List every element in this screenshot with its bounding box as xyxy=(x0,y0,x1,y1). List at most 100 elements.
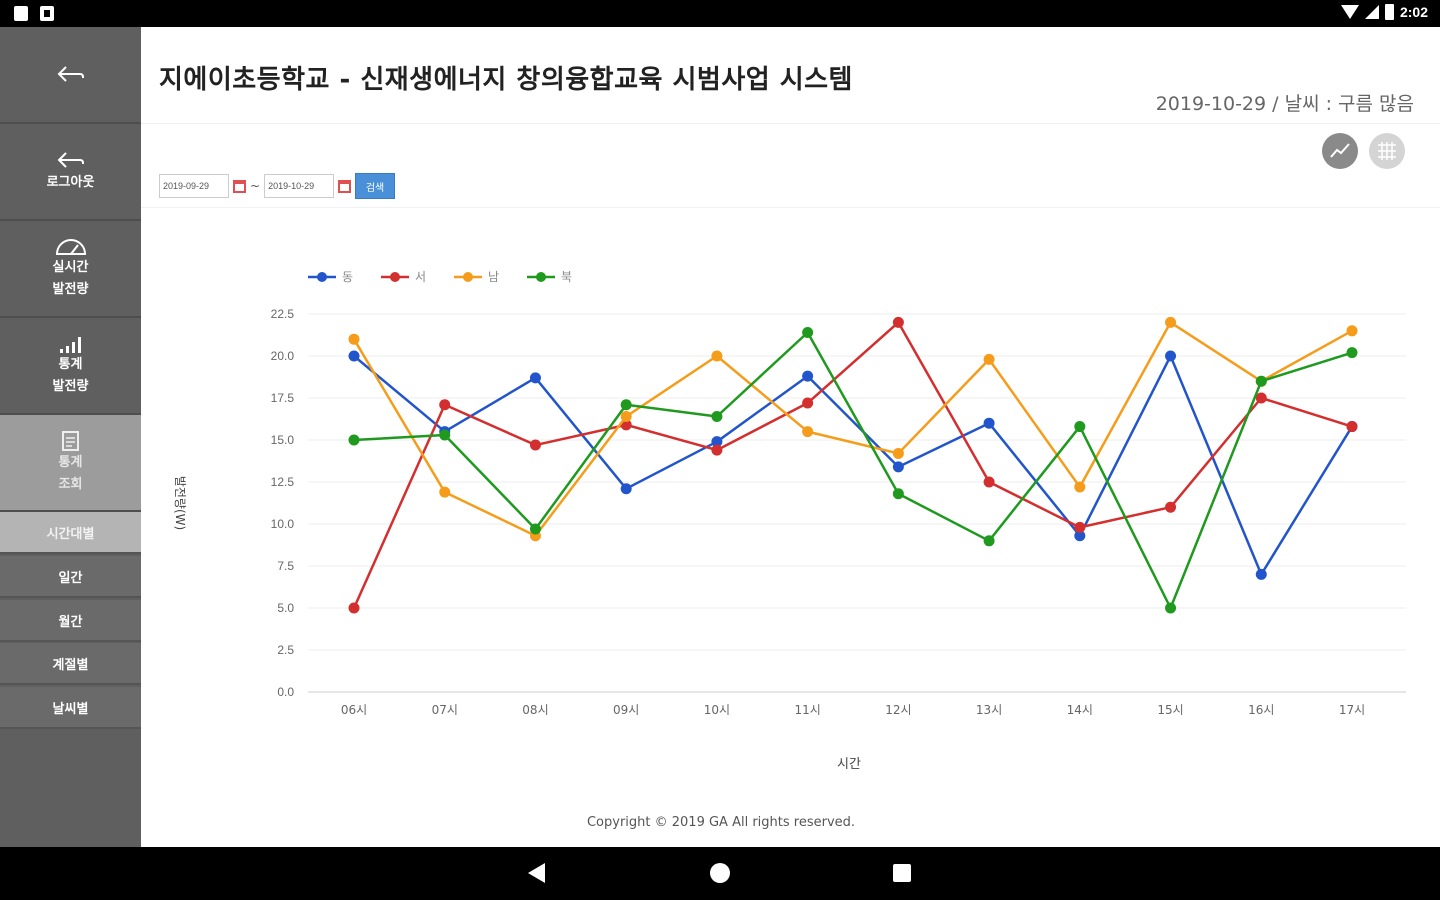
sidebar-item-label: 실시간 xyxy=(52,259,89,275)
data-point xyxy=(439,429,451,441)
data-point xyxy=(802,426,814,438)
sub-item-weather[interactable]: 날씨별 xyxy=(0,687,141,729)
data-point xyxy=(529,523,541,535)
x-tick-label: 06시 xyxy=(341,703,367,717)
data-point xyxy=(1346,347,1358,359)
data-point xyxy=(1346,325,1358,337)
data-point xyxy=(1074,421,1086,433)
table-view-button[interactable] xyxy=(1369,133,1405,169)
data-point xyxy=(892,316,904,328)
data-point xyxy=(711,410,723,422)
start-date-field[interactable]: 2019-09-29 xyxy=(159,174,229,198)
sub-item-hourly[interactable]: 시간대별 xyxy=(0,512,141,554)
signal-icon xyxy=(1364,5,1379,19)
y-tick-label: 15.0 xyxy=(271,433,295,447)
y-tick-label: 2.5 xyxy=(277,643,294,657)
data-point xyxy=(1255,568,1267,580)
wifi-icon xyxy=(1340,5,1359,19)
data-point xyxy=(1165,501,1177,513)
status-bar: 2:02 xyxy=(0,0,1440,27)
date-filter: 2019-09-29 ~ 2019-10-29 검색 xyxy=(159,173,396,199)
data-point xyxy=(1165,350,1177,362)
series-line xyxy=(353,331,1353,610)
series-line xyxy=(353,354,1354,576)
y-tick-label: 12.5 xyxy=(271,475,295,489)
sidebar-item-stats-query[interactable]: 통계 조회 xyxy=(0,415,141,512)
x-tick-label: 07시 xyxy=(432,703,458,717)
data-point xyxy=(892,461,904,473)
legend-marker xyxy=(390,272,400,282)
y-tick-label: 17.5 xyxy=(271,391,295,405)
data-point xyxy=(1165,602,1177,614)
data-point xyxy=(348,350,360,362)
copyright: Copyright © 2019 GA All rights reserved. xyxy=(586,815,856,830)
sidebar-item-label: 통계 xyxy=(58,454,83,470)
end-date-field[interactable]: 2019-10-29 xyxy=(264,174,335,198)
date-separator: ~ xyxy=(250,179,261,193)
date-weather: 2019-10-29 / 날씨 : 구름 많음 xyxy=(1155,93,1414,115)
legend-marker xyxy=(536,272,546,282)
nav-home-icon[interactable] xyxy=(710,863,730,883)
nav-back-icon[interactable] xyxy=(528,863,545,883)
calendar-icon[interactable] xyxy=(338,179,352,193)
search-button[interactable]: 검색 xyxy=(355,173,396,199)
data-point xyxy=(983,417,995,429)
line-chart: 0.0 2.5 5.0 7.5 10.0 12.5 15.0 17.5 20.0 22.5 06시 0… xyxy=(173,270,1406,772)
divider xyxy=(141,207,1440,208)
data-point xyxy=(1346,421,1358,433)
x-tick-label: 15시 xyxy=(1157,703,1183,717)
data-point xyxy=(711,350,723,362)
data-point xyxy=(529,372,541,384)
data-point xyxy=(348,434,360,446)
sidebar-item-label: 발전량 xyxy=(52,281,89,297)
navigation-bar xyxy=(0,847,1440,900)
line-chart-view-button[interactable] xyxy=(1322,133,1358,169)
data-point xyxy=(620,410,632,422)
generation-chart: 0.0 2.5 5.0 7.5 10.0 12.5 15.0 17.5 20.0 22.5 06시 0… xyxy=(141,257,1440,817)
series-line xyxy=(352,321,1353,609)
report-icon xyxy=(61,430,79,451)
sub-item-monthly[interactable]: 월간 xyxy=(0,600,141,642)
data-point xyxy=(892,488,904,500)
sub-item-daily[interactable]: 일간 xyxy=(0,556,141,598)
main-content: 지에이초등학교 - 신재생에너지 창의융합교육 시범사업 시스템 2019-10… xyxy=(141,27,1440,847)
sidebar-item-label: 조회 xyxy=(58,476,83,492)
x-tick-label: 14시 xyxy=(1067,703,1093,717)
legend-label: 동 xyxy=(342,270,353,284)
clock: 2:02 xyxy=(1399,4,1428,20)
x-tick-label: 11시 xyxy=(794,703,820,717)
legend-marker xyxy=(317,272,327,282)
x-axis-label: 시간 xyxy=(837,757,861,772)
sidebar-item-stats-generation[interactable]: 통계 발전량 xyxy=(0,318,141,415)
app-notification-icon xyxy=(40,6,54,21)
y-tick-label: 20.0 xyxy=(271,349,295,363)
nav-recents-icon[interactable] xyxy=(893,864,911,882)
y-tick-label: 22.5 xyxy=(271,307,295,321)
grid-icon xyxy=(1378,142,1396,160)
back-button[interactable] xyxy=(0,27,141,124)
page-title: 지에이초등학교 - 신재생에너지 창의융합교육 시범사업 시스템 xyxy=(159,65,853,95)
series-line xyxy=(352,321,1353,538)
data-point xyxy=(439,486,451,498)
sub-item-seasonal[interactable]: 계절별 xyxy=(0,643,141,685)
data-point xyxy=(529,439,541,451)
sidebar-item-label: 통계 xyxy=(58,356,83,372)
legend-label: 남 xyxy=(488,270,499,284)
data-point xyxy=(1255,375,1267,387)
x-tick-label: 17시 xyxy=(1339,703,1365,717)
legend-label: 북 xyxy=(561,270,572,284)
data-point xyxy=(983,535,995,547)
y-tick-label: 7.5 xyxy=(277,559,294,573)
back-arrow-icon xyxy=(57,65,84,82)
y-tick-label: 10.0 xyxy=(271,517,295,531)
calendar-icon[interactable] xyxy=(233,179,246,193)
sidebar-item-logout[interactable]: 로그아웃 xyxy=(0,124,141,221)
y-axis-label: 발전량(W) xyxy=(173,476,187,530)
sidebar-item-label: 발전량 xyxy=(52,378,89,394)
data-point xyxy=(983,476,995,488)
data-point xyxy=(1165,316,1177,328)
sidebar-item-realtime[interactable]: 실시간 발전량 xyxy=(0,221,141,318)
data-point xyxy=(892,447,904,459)
data-point xyxy=(348,602,360,614)
data-point xyxy=(711,436,723,448)
